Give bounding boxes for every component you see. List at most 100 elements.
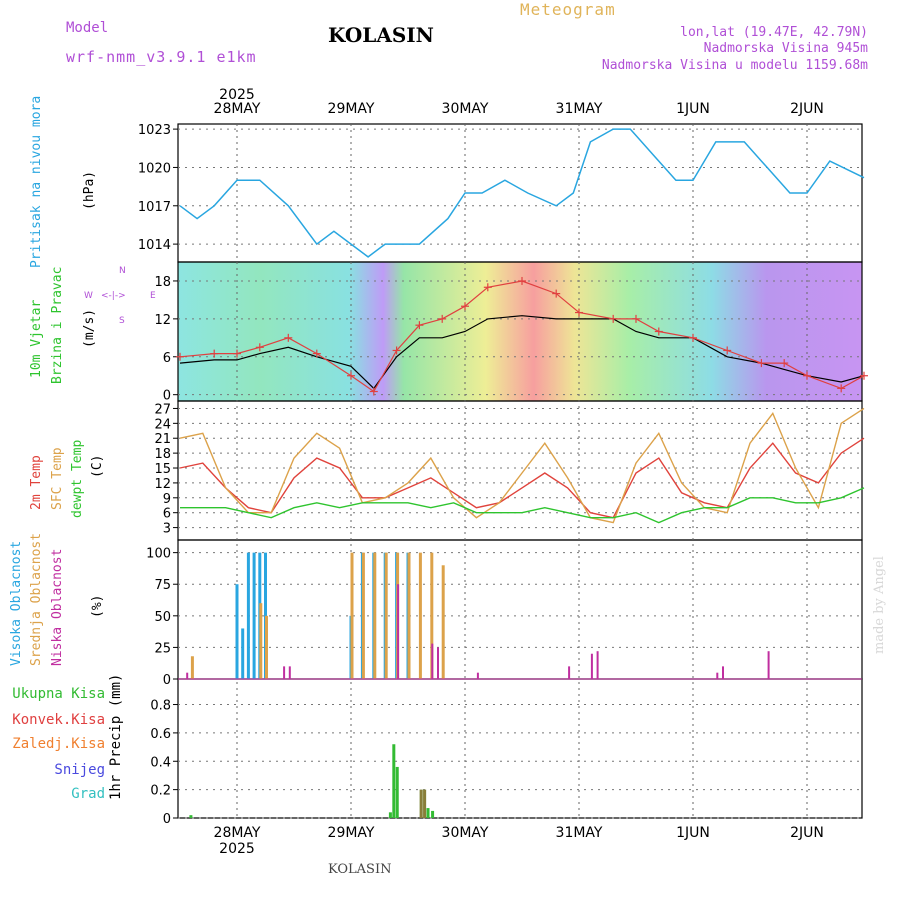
altitude-label: Nadmorska Visina 945m xyxy=(703,41,868,56)
footer-station: KOLASIN xyxy=(328,862,392,877)
pressure-tick-label: 1020 xyxy=(138,161,171,176)
legend-hail: Grad xyxy=(71,786,105,802)
date-label-bottom: 1JUN xyxy=(676,825,710,841)
precip-total-bar xyxy=(189,815,193,818)
precip-conv-bar xyxy=(423,789,427,818)
compass-west: W xyxy=(84,291,93,301)
cloud-mid-bar xyxy=(384,552,388,679)
legend-snow: Snijeg xyxy=(54,762,105,778)
model-altitude-label: Nadmorska Visina u modelu 1159.68m xyxy=(601,58,868,73)
date-label-bottom: 29MAY xyxy=(328,825,375,841)
temperature-tick-label: 9 xyxy=(163,492,171,507)
cloud-tick-label: 25 xyxy=(154,641,171,656)
cloud-mid-bar xyxy=(373,552,377,679)
cloud-low-bar xyxy=(283,666,286,679)
precip-total-bar xyxy=(426,808,430,818)
page-title: KOLASIN xyxy=(328,23,434,47)
temperature-panel-frame xyxy=(177,400,863,541)
cloud-low-bar xyxy=(596,651,599,679)
cloud-mid-bar xyxy=(430,552,434,679)
cloud-low-bar xyxy=(437,647,439,679)
temp-dewpt-line xyxy=(180,487,865,524)
precip-total-bar xyxy=(395,766,399,818)
wind-tick-label: 0 xyxy=(163,389,171,404)
meteogram-label: Meteogram xyxy=(520,0,616,19)
precip-tick-label: 0 xyxy=(163,812,171,827)
date-label-top: 28MAY xyxy=(214,101,261,117)
compass-east: E xyxy=(150,291,156,301)
wind-tick-label: 18 xyxy=(154,275,171,290)
wind-gust-line xyxy=(179,280,865,393)
wind-tick-label: 6 xyxy=(163,351,171,366)
cloud-low-bar xyxy=(431,643,434,679)
date-label-top: 29MAY xyxy=(328,101,375,117)
pressure-tick-label: 1017 xyxy=(138,200,171,215)
cloud-low-bar xyxy=(397,584,400,679)
legend-total-rain: Ukupna Kisa xyxy=(12,686,105,702)
precip-panel-frame xyxy=(177,678,863,819)
compass-arrow: <-|-> xyxy=(101,291,126,301)
temp-2m-line xyxy=(179,437,865,519)
cloud-low-bar xyxy=(476,672,479,679)
date-label-top: 2JUN xyxy=(790,101,824,117)
year-label-top: 2025 xyxy=(219,87,255,103)
cloud-mid-bar xyxy=(441,565,445,679)
temperature-tick-label: 3 xyxy=(163,522,171,537)
cloud-tick-label: 50 xyxy=(154,610,171,625)
precip-tick-label: 0.6 xyxy=(150,727,171,742)
temp-sfc-line xyxy=(179,407,865,524)
cloud-high-bar xyxy=(235,584,239,679)
cloud-mid-bar xyxy=(265,615,268,679)
date-label-top: 1JUN xyxy=(676,101,710,117)
date-label-bottom: 28MAY xyxy=(214,825,261,841)
cloud-mid-bar xyxy=(350,552,354,679)
lonlat-label: lon,lat (19.47E, 42.79N) xyxy=(680,25,868,40)
cloud-mid-bar xyxy=(418,552,422,679)
model-label: Model xyxy=(66,20,109,36)
cloud-tick-label: 0 xyxy=(163,673,171,688)
cloud-low-bar xyxy=(767,651,770,679)
year-label-bottom: 2025 xyxy=(219,841,255,857)
cloud-mid-bar xyxy=(407,552,411,679)
cloud-low-bar xyxy=(722,666,724,679)
pressure-panel-frame xyxy=(177,123,863,263)
date-label-bottom: 2JUN xyxy=(790,825,824,841)
wind-field xyxy=(178,262,862,401)
cloud-mid-bar xyxy=(361,552,365,679)
cloud-tick-label: 75 xyxy=(154,578,171,593)
cloud-mid-bar xyxy=(190,656,194,679)
temperature-tick-label: 21 xyxy=(154,432,171,447)
date-label-top: 31MAY xyxy=(556,101,603,117)
date-label-bottom: 31MAY xyxy=(556,825,603,841)
wind-speed-line xyxy=(179,315,865,390)
pressure-tick-label: 1014 xyxy=(138,238,171,253)
temperature-tick-label: 24 xyxy=(154,417,171,432)
precip-tick-label: 0.2 xyxy=(150,784,171,799)
precip-conv-bar xyxy=(419,789,423,818)
precip-tick-label: 0.8 xyxy=(150,699,171,714)
cloud-high-bar xyxy=(252,552,256,679)
cloud-high-bar xyxy=(246,552,250,679)
temperature-tick-label: 27 xyxy=(154,402,171,417)
cloud-low-bar xyxy=(568,666,571,679)
legend-conv-rain: Konvek.Kisa xyxy=(12,712,105,728)
cloud-tick-label: 100 xyxy=(146,547,171,562)
compass-north: N xyxy=(119,266,126,276)
model-name: wrf-nmm_v3.9.1 e1km xyxy=(66,48,257,66)
compass-south: S xyxy=(119,316,125,326)
temperature-tick-label: 12 xyxy=(154,477,171,492)
date-label-top: 30MAY xyxy=(442,101,489,117)
cloud-panel-frame xyxy=(177,539,863,680)
cloud-low-bar xyxy=(716,672,719,679)
pressure-tick-label: 1023 xyxy=(138,123,171,138)
temperature-tick-label: 18 xyxy=(154,447,171,462)
cloud-mid-bar xyxy=(259,603,263,679)
precip-tick-label: 0.4 xyxy=(150,755,171,770)
precip-total-bar xyxy=(431,810,435,818)
cloud-high-bar xyxy=(241,628,245,679)
precip-total-bar xyxy=(392,744,396,818)
precip-total-bar xyxy=(388,812,392,818)
temperature-tick-label: 6 xyxy=(163,507,171,522)
date-label-bottom: 30MAY xyxy=(442,825,489,841)
